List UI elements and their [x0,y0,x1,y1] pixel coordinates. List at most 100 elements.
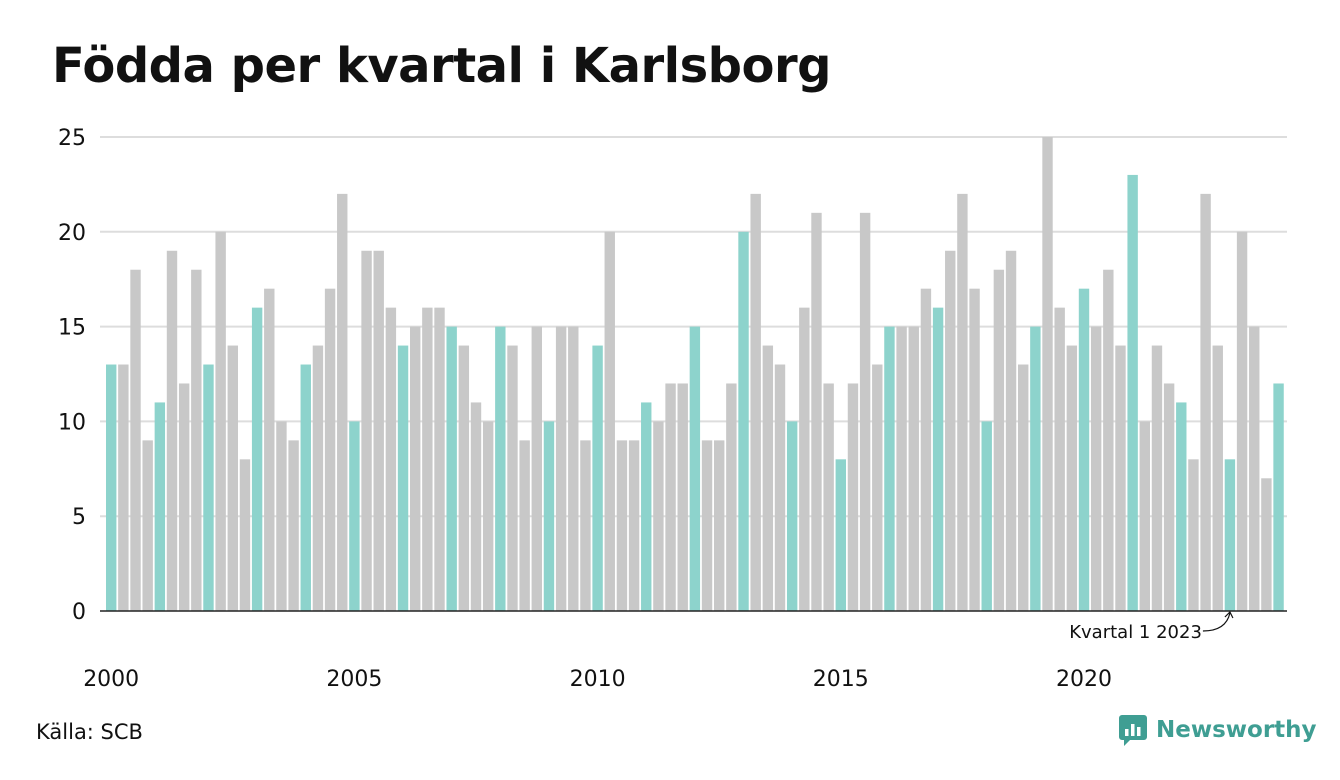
bar [422,307,433,611]
bar [738,231,749,612]
bar [908,326,919,611]
brand-logo: Newsworthy [1118,713,1317,747]
source-label: Källa: SCB [36,720,143,744]
bar [385,307,397,611]
bar [1066,345,1078,611]
bar [872,364,883,611]
bar [859,212,871,611]
bar [106,364,117,611]
bar [1042,137,1053,611]
bar [142,440,153,611]
bar [932,307,944,611]
bar [507,345,518,611]
x-tick-label: 2000 [83,667,139,692]
bars [106,137,1284,612]
bar [969,288,980,611]
bar [1127,174,1138,612]
bar [1261,478,1272,611]
bar [482,421,494,611]
bar [665,383,676,611]
bar [677,383,688,611]
bar [1054,307,1065,611]
bar [434,307,445,611]
bar [361,250,372,611]
y-tick-label: 15 [58,316,86,341]
y-axis-ticks: 0 5 10 15 20 25 [58,126,86,625]
chart-title: Födda per kvartal i Karlsborg [52,38,832,94]
bar [1018,364,1029,611]
x-tick-label: 2010 [570,667,626,692]
bar [847,383,859,611]
y-tick-label: 20 [58,221,86,246]
bar [993,269,1005,611]
bar [312,345,324,611]
y-tick-label: 25 [58,126,86,151]
bar [641,402,652,611]
bar [264,288,275,611]
bar [580,440,591,611]
bar [1090,326,1102,611]
bar [373,250,384,611]
bar [130,269,141,611]
bar [215,231,226,612]
brand-name: Newsworthy [1156,717,1317,743]
bar [920,288,932,611]
newsworthy-icon [1119,715,1147,746]
bar [896,326,907,611]
x-axis-ticks: 2000 2005 2010 2015 2020 [83,667,1112,692]
bar [166,250,178,611]
bar [410,326,421,611]
bar [227,345,238,611]
bar [628,440,640,611]
bar [1163,383,1175,611]
bar [726,383,737,611]
bar [324,288,336,611]
bar [1176,402,1187,611]
bar [1030,326,1041,611]
bar [799,307,810,611]
bar [118,364,129,611]
x-tick-label: 2020 [1056,667,1112,692]
bar [154,402,166,611]
bar [555,326,567,611]
bar [616,440,628,611]
annotation: Kvartal 1 2023 [1069,610,1234,643]
bar [774,364,786,611]
bar [945,250,956,611]
bar [519,440,530,611]
bar [495,326,506,611]
bar [811,212,822,611]
y-tick-label: 5 [72,505,86,530]
bar [592,345,603,611]
bar [653,421,664,611]
bar [1188,459,1199,611]
bar [531,326,542,611]
bar [543,421,555,611]
bar [397,345,409,611]
bar [458,345,470,611]
bar [1273,383,1284,611]
bar [191,269,202,611]
bar [1151,345,1163,611]
bar [178,383,190,611]
bar [300,364,311,611]
y-tick-label: 0 [72,600,86,625]
bar [750,193,761,611]
bar [239,459,251,611]
annotation-label: Kvartal 1 2023 [1069,622,1202,643]
bar [251,307,263,611]
bar [276,421,287,611]
y-tick-label: 10 [58,410,86,435]
bar [714,440,725,611]
bar [884,326,895,611]
bar [1200,193,1211,611]
bar [604,231,615,612]
bar [337,193,348,611]
bar [762,345,774,611]
bar [823,383,834,611]
bar [470,402,482,611]
bar [981,421,992,611]
x-tick-label: 2015 [813,667,869,692]
annotation-arrow [1202,610,1234,632]
